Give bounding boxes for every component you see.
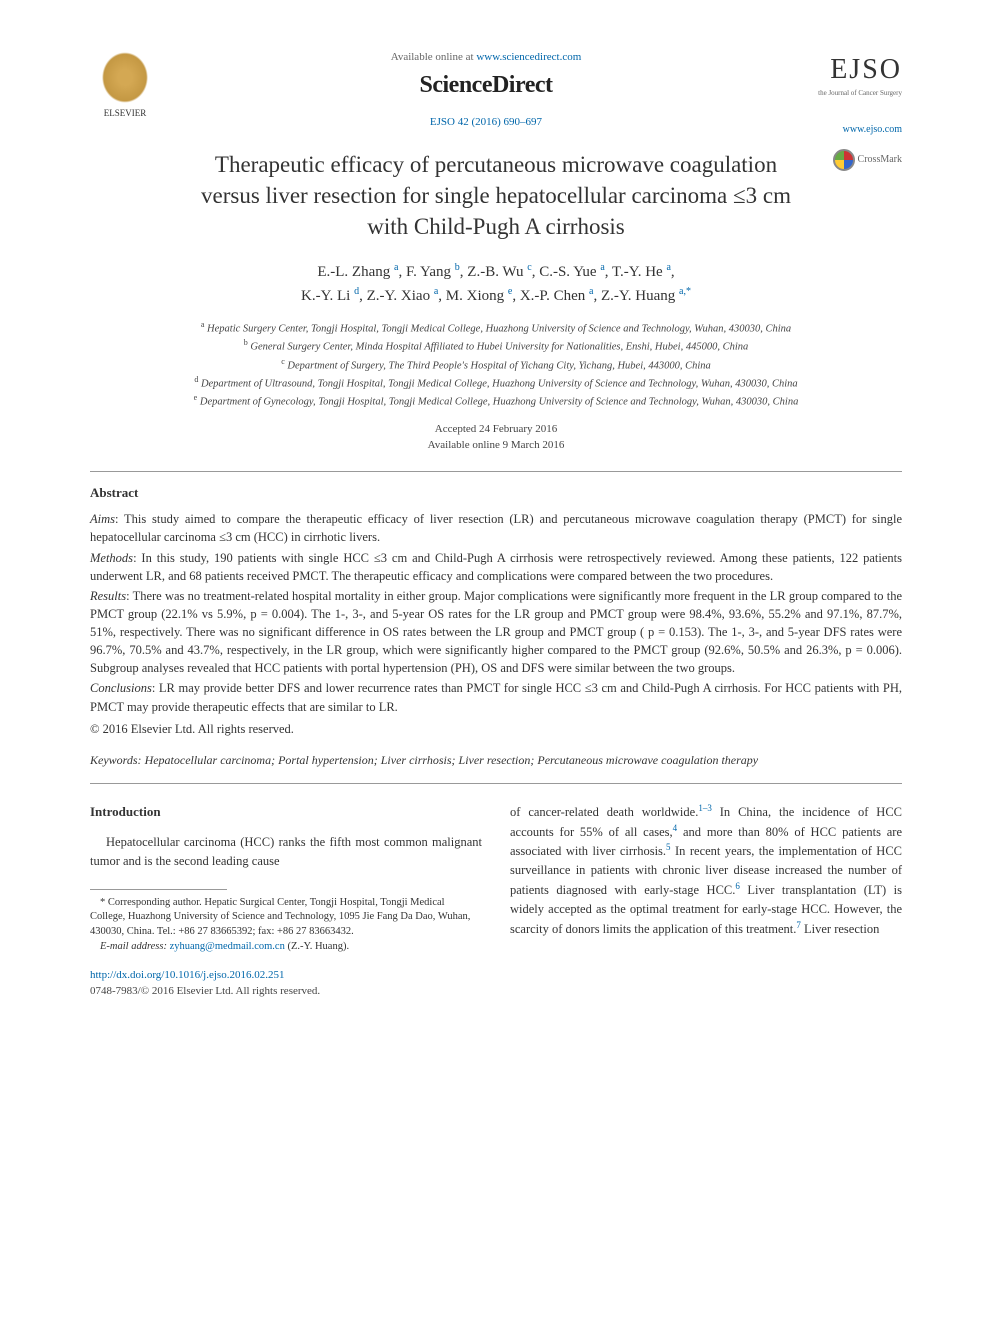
journal-url[interactable]: www.ejso.com <box>812 123 902 137</box>
introduction-heading: Introduction <box>90 802 482 822</box>
abstract-heading: Abstract <box>90 484 902 502</box>
doi-link[interactable]: http://dx.doi.org/10.1016/j.ejso.2016.02… <box>90 968 902 983</box>
intro-paragraph-2: of cancer-related death worldwide.1–3 In… <box>510 802 902 939</box>
author: E.-L. Zhang a <box>317 264 398 280</box>
divider-rule <box>90 783 902 784</box>
footnote-rule <box>90 889 227 890</box>
elsevier-logo: ELSEVIER <box>90 50 160 130</box>
sciencedirect-url[interactable]: www.sciencedirect.com <box>476 51 581 63</box>
intro-paragraph-1: Hepatocellular carcinoma (HCC) ranks the… <box>90 833 482 871</box>
affiliations-list: a Hepatic Surgery Center, Tongji Hospita… <box>90 319 902 410</box>
journal-reference[interactable]: EJSO 42 (2016) 690–697 <box>180 115 792 130</box>
article-title: Therapeutic efficacy of percutaneous mic… <box>170 149 822 242</box>
ref-sup[interactable]: 1–3 <box>698 803 712 813</box>
sciencedirect-logo: ScienceDirect <box>180 69 792 103</box>
crossmark-label: CrossMark <box>858 153 902 167</box>
online-date: Available online 9 March 2016 <box>90 438 902 453</box>
author: M. Xiong e <box>446 288 513 304</box>
journal-subtitle: the Journal of Cancer Surgery <box>812 89 902 99</box>
body-columns: Introduction Hepatocellular carcinoma (H… <box>90 802 902 955</box>
divider-rule <box>90 471 902 472</box>
elsevier-label: ELSEVIER <box>104 107 147 120</box>
abstract-results: Results: There was no treatment-related … <box>90 587 902 678</box>
left-column: Introduction Hepatocellular carcinoma (H… <box>90 802 482 955</box>
email-link[interactable]: zyhuang@medmail.com.cn <box>167 941 285 952</box>
header-center: Available online at www.sciencedirect.co… <box>160 50 812 130</box>
abstract-conclusions: Conclusions: LR may provide better DFS a… <box>90 679 902 715</box>
abstract-aims: Aims: This study aimed to compare the th… <box>90 510 902 546</box>
crossmark-icon <box>833 149 855 171</box>
footer-copyright: 0748-7983/© 2016 Elsevier Ltd. All right… <box>90 984 902 999</box>
email-footnote: E-mail address: zyhuang@medmail.com.cn (… <box>90 940 482 955</box>
author: T.-Y. He a <box>612 264 671 280</box>
corresponding-author-footnote: * Corresponding author. Hepatic Surgical… <box>90 896 482 940</box>
affiliation: c Department of Surgery, The Third Peopl… <box>90 356 902 374</box>
keywords-line: Keywords: Hepatocellular carcinoma; Port… <box>90 752 902 769</box>
right-column: of cancer-related death worldwide.1–3 In… <box>510 802 902 955</box>
author: Z.-Y. Xiao a <box>367 288 439 304</box>
abstract-methods: Methods: In this study, 190 patients wit… <box>90 549 902 585</box>
journal-logo-text: EJSO <box>812 50 902 89</box>
keywords-label: Keywords: <box>90 753 142 767</box>
author: X.-P. Chen a <box>520 288 594 304</box>
accepted-date: Accepted 24 February 2016 <box>90 422 902 437</box>
author: K.-Y. Li d <box>301 288 359 304</box>
abstract-section: Abstract Aims: This study aimed to compa… <box>90 484 902 738</box>
affiliation: a Hepatic Surgery Center, Tongji Hospita… <box>90 319 902 337</box>
article-dates: Accepted 24 February 2016 Available onli… <box>90 422 902 453</box>
journal-logo: EJSO the Journal of Cancer Surgery www.e… <box>812 50 902 137</box>
author: Z.-B. Wu c <box>467 264 531 280</box>
author: F. Yang b <box>406 264 460 280</box>
elsevier-tree-icon <box>100 50 150 105</box>
author: C.-S. Yue a <box>539 264 605 280</box>
title-row: Therapeutic efficacy of percutaneous mic… <box>90 149 902 242</box>
header-row: ELSEVIER Available online at www.science… <box>90 50 902 137</box>
available-online-text: Available online at www.sciencedirect.co… <box>180 50 792 65</box>
affiliation: d Department of Ultrasound, Tongji Hospi… <box>90 374 902 392</box>
author: Z.-Y. Huang a,* <box>601 288 691 304</box>
crossmark-badge[interactable]: CrossMark <box>822 149 902 171</box>
affiliation: b General Surgery Center, Minda Hospital… <box>90 337 902 355</box>
abstract-copyright: © 2016 Elsevier Ltd. All rights reserved… <box>90 720 902 738</box>
affiliation: e Department of Gynecology, Tongji Hospi… <box>90 392 902 410</box>
authors-list: E.-L. Zhang a, F. Yang b, Z.-B. Wu c, C.… <box>90 260 902 307</box>
keywords-text: Hepatocellular carcinoma; Portal hyperte… <box>142 753 759 767</box>
